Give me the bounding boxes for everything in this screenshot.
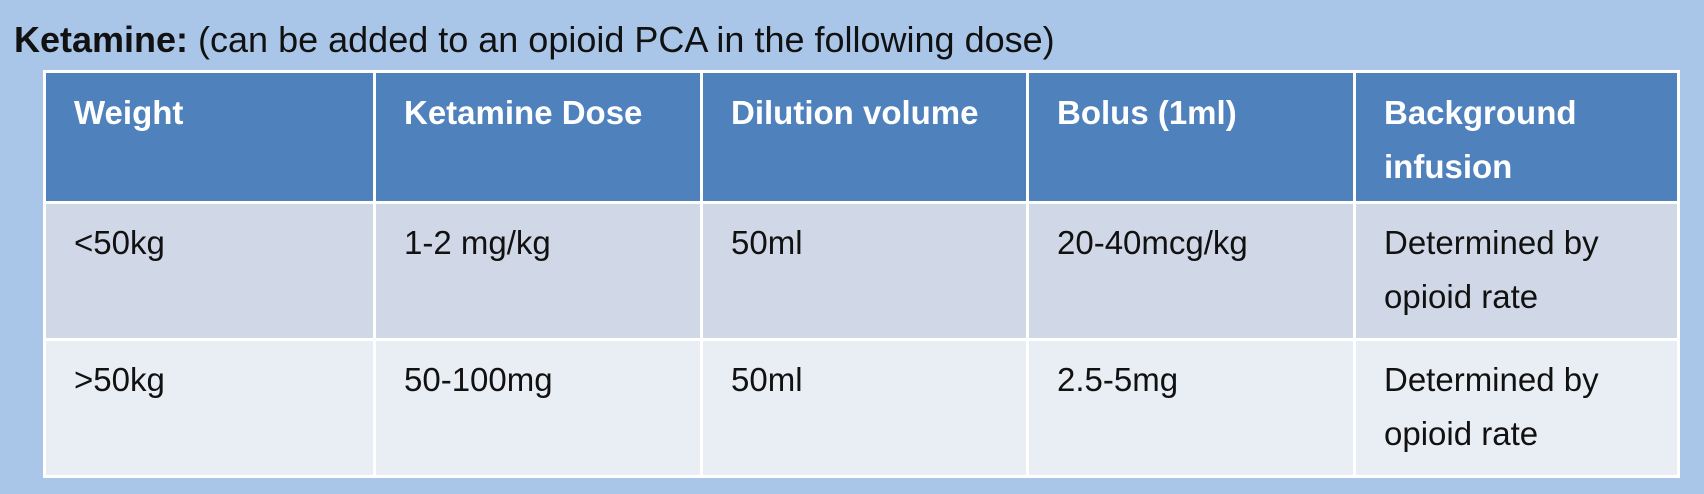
header-weight: Weight [43, 70, 376, 204]
cell-dilution-volume: 50ml [700, 201, 1029, 341]
cell-ketamine-dose: 1-2 mg/kg [373, 201, 703, 341]
cell-ketamine-dose: 50-100mg [373, 338, 703, 478]
header-dilution-volume: Dilution volume [700, 70, 1029, 204]
heading: Ketamine: (can be added to an opioid PCA… [14, 18, 1055, 62]
ketamine-dose-table: Weight Ketamine Dose Dilution volume Bol… [43, 70, 1680, 478]
cell-background-infusion: Determined by opioid rate [1353, 338, 1680, 478]
heading-note: (can be added to an opioid PCA in the fo… [188, 19, 1055, 60]
header-background-infusion: Background infusion [1353, 70, 1680, 204]
header-bolus: Bolus (1ml) [1026, 70, 1356, 204]
cell-bolus: 20-40mcg/kg [1026, 201, 1356, 341]
cell-weight: >50kg [43, 338, 376, 478]
table-row: >50kg 50-100mg 50ml 2.5-5mg Determined b… [43, 338, 1680, 478]
dose-table-container: Weight Ketamine Dose Dilution volume Bol… [43, 70, 1680, 478]
cell-bolus: 2.5-5mg [1026, 338, 1356, 478]
table-row: <50kg 1-2 mg/kg 50ml 20-40mcg/kg Determi… [43, 201, 1680, 341]
cell-background-infusion: Determined by opioid rate [1353, 201, 1680, 341]
cell-weight: <50kg [43, 201, 376, 341]
cell-dilution-volume: 50ml [700, 338, 1029, 478]
heading-label: Ketamine: [14, 19, 189, 60]
table-header-row: Weight Ketamine Dose Dilution volume Bol… [43, 70, 1680, 204]
header-ketamine-dose: Ketamine Dose [373, 70, 703, 204]
